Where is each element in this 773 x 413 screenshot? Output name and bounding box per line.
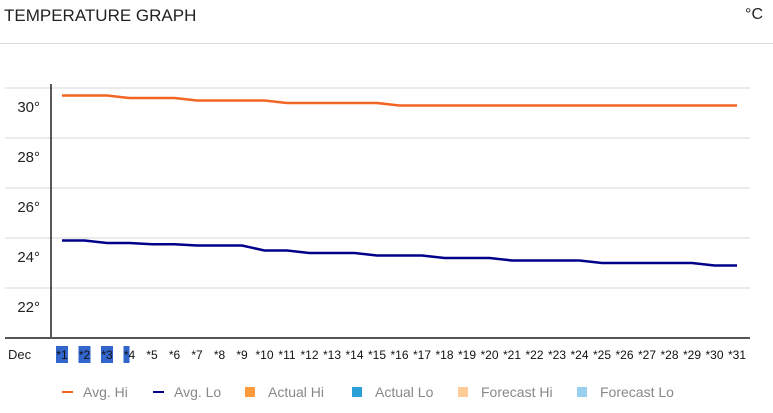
selected-day-highlight	[101, 346, 113, 363]
divider	[0, 43, 773, 44]
x-tick-label: *4	[124, 348, 136, 362]
legend-label: Forecast Hi	[481, 384, 553, 400]
x-tick-label: *2	[79, 348, 91, 362]
selected-day-highlight	[78, 346, 91, 363]
legend-marker-icon	[352, 387, 362, 397]
legend-marker-icon	[577, 387, 587, 397]
y-tick-label: 30°	[17, 99, 40, 116]
x-tick-label: *12	[300, 348, 318, 362]
x-tick-label: *25	[593, 348, 611, 362]
y-tick-label: 24°	[17, 249, 40, 266]
x-tick-label: *15	[368, 348, 386, 362]
selected-day-highlight	[56, 346, 68, 363]
legend-item[interactable]: Avg. Hi	[62, 384, 128, 400]
page-title: TEMPERATURE GRAPH	[4, 6, 197, 25]
x-tick-label: *6	[169, 348, 181, 362]
y-tick-label: 26°	[17, 199, 40, 216]
x-tick-label: *19	[458, 348, 476, 362]
selected-day-highlight	[123, 346, 130, 363]
legend-label: Actual Hi	[268, 384, 325, 400]
x-tick-label: *5	[146, 348, 158, 362]
x-tick-label: *29	[683, 348, 701, 362]
y-tick-label: 28°	[17, 149, 40, 166]
x-axis-month-label: Dec	[8, 347, 32, 362]
x-tick-label: *8	[214, 348, 226, 362]
legend-label: Avg. Hi	[83, 384, 128, 400]
x-tick-label: *18	[435, 348, 453, 362]
x-tick-label: *21	[503, 348, 521, 362]
x-tick-label: *10	[255, 348, 273, 362]
x-tick-label: *26	[615, 348, 633, 362]
series-line-avg-lo	[62, 239, 737, 267]
legend-label: Avg. Lo	[174, 384, 222, 400]
x-tick-label: *28	[660, 348, 678, 362]
x-tick-label: *7	[191, 348, 203, 362]
x-tick-label: *31	[728, 348, 746, 362]
legend-item[interactable]: Avg. Lo	[153, 384, 221, 400]
legend-label: Actual Lo	[375, 384, 434, 400]
legend-marker-icon	[153, 391, 164, 393]
x-tick-label: *14	[345, 348, 363, 362]
legend-marker-icon	[245, 387, 255, 397]
x-tick-label: *20	[480, 348, 498, 362]
x-tick-label: *3	[101, 348, 113, 362]
legend-marker-icon	[458, 387, 468, 397]
y-tick-label: 22°	[17, 299, 40, 316]
x-tick-label: *22	[525, 348, 543, 362]
x-tick-label: *9	[236, 348, 248, 362]
unit-label: °C	[745, 6, 763, 23]
x-tick-label: *11	[278, 348, 295, 362]
x-tick-label: *1	[56, 348, 68, 362]
legend-label: Forecast Lo	[600, 384, 674, 400]
legend-item[interactable]: Actual Hi	[245, 384, 324, 400]
series-line-avg-hi	[62, 94, 737, 107]
legend-item[interactable]: Actual Lo	[352, 384, 433, 400]
legend-item[interactable]: Forecast Hi	[458, 384, 553, 400]
legend-marker-icon	[62, 391, 73, 393]
x-tick-label: *16	[390, 348, 408, 362]
x-tick-label: *17	[413, 348, 431, 362]
legend-item[interactable]: Forecast Lo	[577, 384, 674, 400]
x-tick-label: *27	[638, 348, 656, 362]
x-tick-label: *23	[548, 348, 566, 362]
x-tick-label: *30	[705, 348, 723, 362]
x-tick-label: *24	[570, 348, 588, 362]
x-tick-label: *13	[323, 348, 341, 362]
